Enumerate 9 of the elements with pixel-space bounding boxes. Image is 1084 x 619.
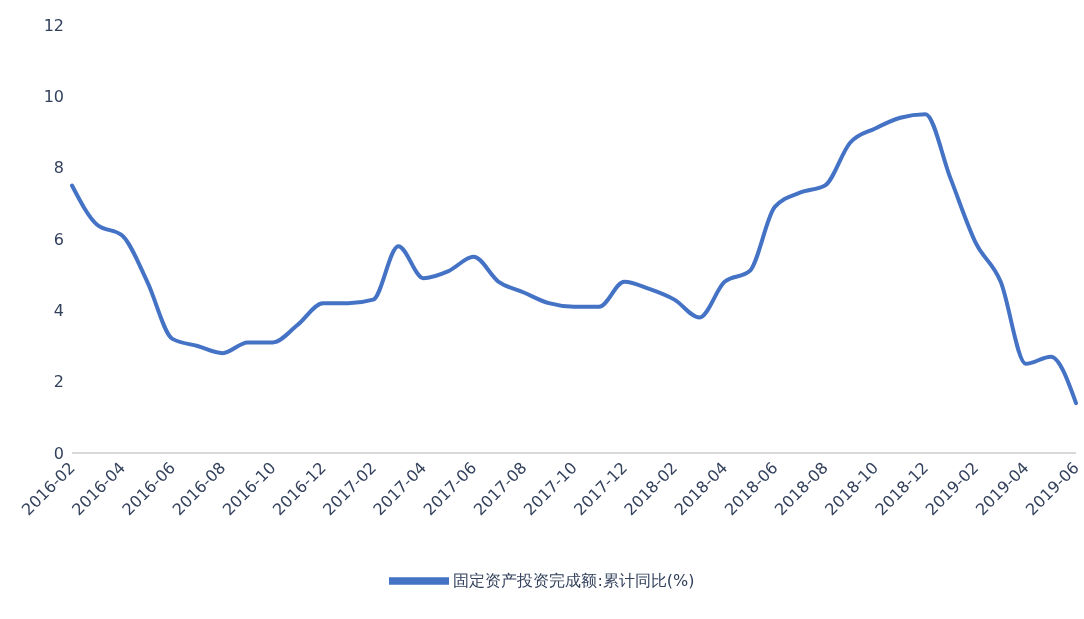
y-tick-label: 0: [53, 443, 64, 463]
y-tick-label: 8: [53, 158, 64, 178]
y-tick-label: 4: [53, 301, 64, 321]
y-tick-label: 12: [43, 15, 64, 35]
y-tick-label: 2: [53, 372, 64, 392]
y-tick-label: 6: [53, 229, 64, 249]
y-tick-label: 10: [43, 87, 64, 107]
legend-label: 固定资产投资完成额:累计同比(%): [453, 570, 695, 590]
line-series: [70, 112, 1078, 406]
